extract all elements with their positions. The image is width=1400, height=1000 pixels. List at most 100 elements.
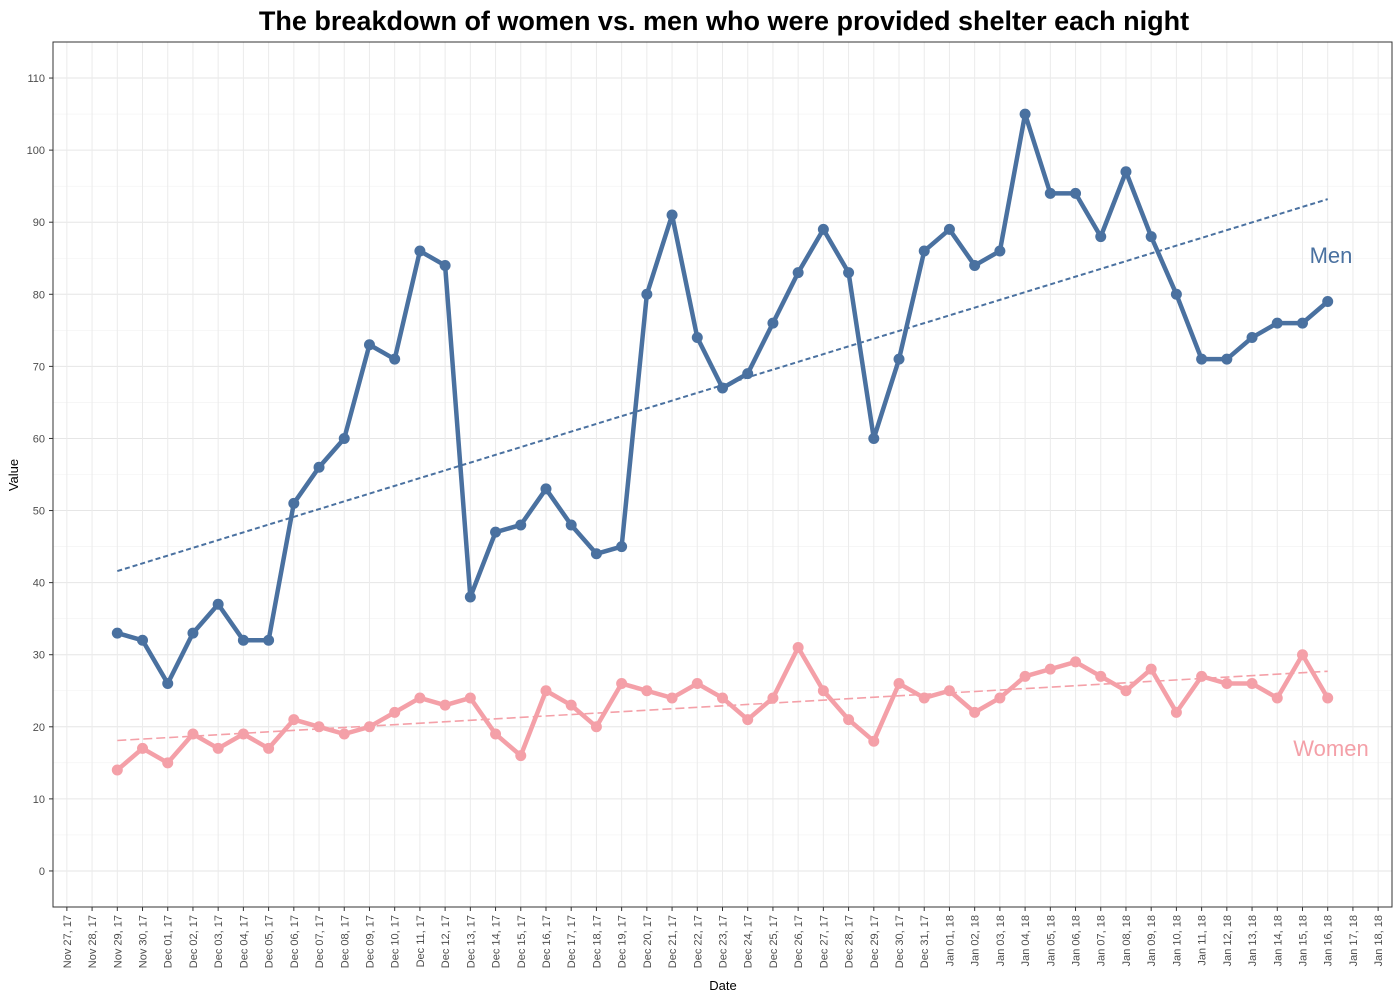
data-point-men <box>868 432 880 444</box>
data-point-women <box>565 699 577 711</box>
x-tick-label: Dec 16, 17 <box>541 915 553 968</box>
x-tick-label: Dec 17, 17 <box>566 915 578 968</box>
data-point-women <box>490 728 502 740</box>
x-tick-label: Jan 07, 18 <box>1096 915 1108 966</box>
data-point-men <box>590 548 602 560</box>
data-point-women <box>1120 685 1132 697</box>
data-point-women <box>414 692 426 704</box>
x-tick-label: Dec 06, 17 <box>289 915 301 968</box>
data-point-women <box>1271 692 1283 704</box>
y-tick-label: 0 <box>39 866 45 878</box>
data-point-men <box>162 678 174 690</box>
x-tick-label: Dec 20, 17 <box>642 915 654 968</box>
x-tick-label: Dec 31, 17 <box>919 915 931 968</box>
grid <box>53 42 1392 907</box>
x-tick-label: Dec 25, 17 <box>768 915 780 968</box>
data-point-men <box>1221 353 1233 365</box>
data-point-women <box>742 714 754 726</box>
data-point-women <box>1145 663 1157 675</box>
data-point-men <box>742 368 754 380</box>
data-point-women <box>1246 678 1258 690</box>
data-point-women <box>666 692 678 704</box>
x-tick-label: Jan 02, 18 <box>970 915 982 966</box>
x-tick-label: Dec 09, 17 <box>364 915 376 968</box>
data-point-women <box>918 692 930 704</box>
x-tick-label: Dec 15, 17 <box>516 915 528 968</box>
data-point-women <box>137 742 149 754</box>
y-tick-label: 80 <box>33 289 45 301</box>
x-tick-label: Dec 04, 17 <box>238 915 250 968</box>
x-tick-label: Nov 30, 17 <box>138 915 150 968</box>
data-point-men <box>1120 166 1132 178</box>
data-point-men <box>313 461 325 473</box>
data-point-women <box>1296 649 1308 661</box>
data-point-men <box>363 339 375 351</box>
data-point-women <box>843 714 855 726</box>
data-points <box>111 108 1334 776</box>
data-point-men <box>137 634 149 646</box>
data-point-women <box>817 685 829 697</box>
data-point-men <box>767 317 779 329</box>
data-point-women <box>641 685 653 697</box>
data-point-men <box>237 634 249 646</box>
y-tick-label: 40 <box>33 578 45 590</box>
x-tick-label: Dec 13, 17 <box>465 915 477 968</box>
x-tick-label: Jan 13, 18 <box>1247 915 1259 966</box>
data-point-men <box>969 259 981 271</box>
data-point-men <box>616 541 628 553</box>
x-tick-label: Dec 28, 17 <box>844 915 856 968</box>
data-point-women <box>212 742 224 754</box>
data-point-women <box>338 728 350 740</box>
data-point-women <box>313 721 325 733</box>
series-label-men: Men <box>1310 243 1353 268</box>
x-tick-label: Dec 29, 17 <box>869 915 881 968</box>
y-tick-label: 90 <box>33 217 45 229</box>
data-point-women <box>868 735 880 747</box>
data-point-men <box>918 245 930 257</box>
x-tick-label: Jan 14, 18 <box>1272 915 1284 966</box>
data-point-women <box>893 678 905 690</box>
data-point-women <box>111 764 123 776</box>
y-tick-label: 60 <box>33 433 45 445</box>
data-point-women <box>162 757 174 769</box>
x-tick-label: Dec 27, 17 <box>818 915 830 968</box>
data-point-men <box>691 332 703 344</box>
x-tick-label: Jan 10, 18 <box>1171 915 1183 966</box>
x-tick-label: Dec 02, 17 <box>188 915 200 968</box>
x-tick-label: Jan 01, 18 <box>944 915 956 966</box>
data-point-women <box>1170 706 1182 718</box>
x-tick-label: Jan 06, 18 <box>1071 915 1083 966</box>
data-point-women <box>263 742 275 754</box>
x-tick-label: Dec 30, 17 <box>894 915 906 968</box>
data-point-men <box>1322 296 1334 307</box>
data-point-women <box>1070 656 1082 668</box>
data-point-women <box>363 721 375 733</box>
chart-title: The breakdown of women vs. men who were … <box>259 6 1189 36</box>
data-point-men <box>338 432 350 444</box>
x-tick-label: Jan 08, 18 <box>1121 915 1133 966</box>
data-point-women <box>1044 663 1056 675</box>
x-tick-label: Dec 21, 17 <box>667 915 679 968</box>
x-tick-label: Dec 01, 17 <box>163 915 175 968</box>
data-point-men <box>1296 317 1308 329</box>
data-point-women <box>237 728 249 740</box>
x-tick-label: Dec 14, 17 <box>491 915 503 968</box>
x-tick-label: Dec 18, 17 <box>591 915 603 968</box>
data-point-women <box>515 750 527 762</box>
y-tick-label: 70 <box>33 361 45 373</box>
data-point-men <box>515 519 527 531</box>
data-point-women <box>994 692 1006 704</box>
data-point-women <box>1221 678 1233 690</box>
x-tick-label: Dec 24, 17 <box>743 915 755 968</box>
data-point-women <box>590 721 602 733</box>
data-point-men <box>1246 332 1258 344</box>
x-tick-label: Nov 29, 17 <box>112 915 124 968</box>
data-point-men <box>490 526 502 538</box>
y-tick-label: 100 <box>27 145 45 157</box>
x-tick-label: Nov 27, 17 <box>62 915 74 968</box>
data-point-women <box>1095 670 1107 682</box>
data-point-men <box>1196 353 1208 365</box>
data-point-men <box>389 353 401 365</box>
data-point-men <box>666 209 678 221</box>
